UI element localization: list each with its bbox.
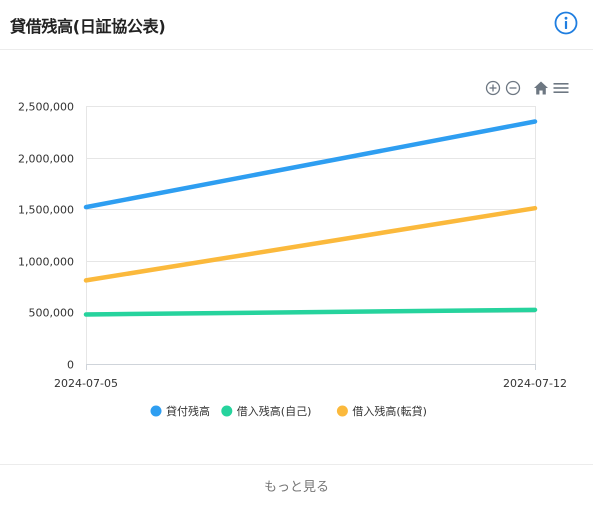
- series-line: [83, 205, 538, 283]
- y-tick-label: 500,000: [29, 307, 75, 320]
- zoom-in-icon[interactable]: [484, 79, 502, 97]
- chart-area: 0 500,000 1,000,000 1,500,000 2,000,000 2,500…: [0, 51, 593, 463]
- page-title: 貸借残高(日証協公表): [10, 17, 166, 36]
- legend-label: 借入残高(転貸): [352, 404, 427, 418]
- legend-marker: [221, 405, 233, 417]
- series-line: [83, 307, 538, 317]
- zoom-out-icon[interactable]: [504, 79, 522, 97]
- y-tick-label: 1,000,000: [18, 256, 74, 269]
- y-tick-label: 2,500,000: [18, 101, 74, 114]
- legend-marker: [150, 405, 162, 417]
- card-header: 貸借残高(日証協公表): [0, 0, 593, 50]
- y-tick-label: 0: [67, 359, 74, 372]
- legend-item[interactable]: 借入残高(転貸): [336, 404, 427, 418]
- y-tick-label: 1,500,000: [18, 204, 74, 217]
- menu-icon[interactable]: [552, 79, 570, 97]
- series-line: [83, 119, 538, 210]
- chart-toolbar: [484, 79, 570, 97]
- legend-label: 借入残高(自己): [237, 404, 312, 418]
- legend-item[interactable]: 貸付残高: [150, 404, 211, 418]
- info-icon[interactable]: [554, 11, 578, 35]
- line-chart: 0 500,000 1,000,000 1,500,000 2,000,000 2,500…: [18, 101, 567, 419]
- x-tick-label: 2024-07-05: [54, 377, 118, 390]
- x-tick-label: 2024-07-12: [503, 377, 567, 390]
- legend-label: 貸付残高: [166, 404, 210, 418]
- legend-item[interactable]: 借入残高(自己): [221, 404, 311, 418]
- more-button[interactable]: もっと見る: [0, 464, 593, 503]
- y-tick-label: 2,000,000: [18, 153, 74, 166]
- legend-marker: [336, 405, 348, 417]
- home-icon[interactable]: [532, 79, 550, 97]
